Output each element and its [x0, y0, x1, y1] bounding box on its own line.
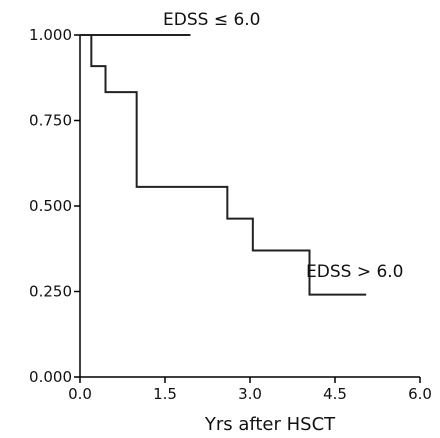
y-tick-label: 0.750	[29, 112, 72, 130]
x-tick-label: 6.0	[408, 385, 432, 403]
km-curve-edss-gt-6	[80, 34, 367, 296]
y-tick-label: 0.000	[29, 368, 72, 386]
series-label-edss-le-6: EDSS ≤ 6.0	[163, 10, 261, 30]
x-tick-label: 0.0	[68, 385, 92, 403]
series-label-edss-gt-6: EDSS > 6.0	[306, 262, 404, 282]
x-tick-label: 1.5	[153, 385, 177, 403]
x-tick-label: 4.5	[323, 385, 347, 403]
series-layer	[80, 34, 367, 296]
y-tick-label: 0.500	[29, 197, 72, 215]
axes: 0.000 0.250 0.500 0.750 1.000 0.0 1.5 3.0 4.5 6.0	[29, 26, 432, 403]
x-axis-title: Yrs after HSCT	[204, 414, 336, 435]
y-tick-label: 0.250	[29, 283, 72, 301]
y-tick-label: 1.000	[29, 26, 72, 44]
x-tick-label: 3.0	[238, 385, 262, 403]
